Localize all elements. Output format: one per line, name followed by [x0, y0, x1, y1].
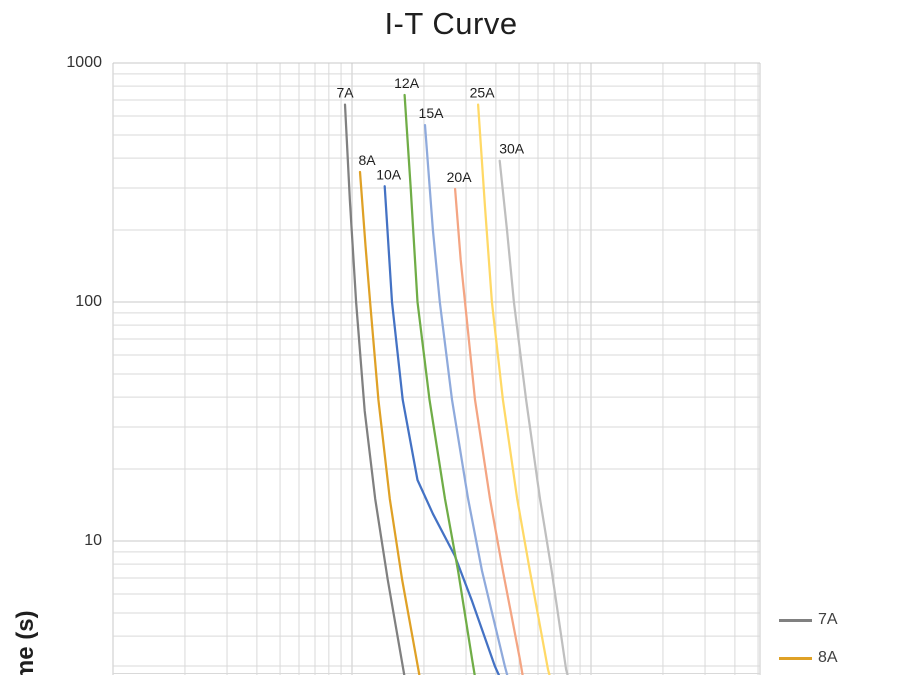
series-line-30a [498, 159, 569, 675]
y-tick-label-1000: 1000 [66, 54, 102, 71]
y-tick-label-100: 100 [75, 293, 102, 310]
legend-item-label: 8A [818, 649, 838, 666]
legend-item-label: 7A [818, 611, 838, 628]
series-label-20a: 20A [447, 169, 473, 185]
series-lines [343, 93, 569, 675]
legend-swatch-line [779, 618, 812, 622]
series-label-15a: 15A [419, 105, 445, 121]
series-label-12a: 12A [394, 75, 420, 91]
series-line-12a [403, 93, 476, 675]
series-line-15a [423, 123, 509, 675]
series-label-7a: 7A [336, 85, 354, 101]
series-label-10a: 10A [376, 166, 402, 182]
chart-title: I-T Curve [384, 6, 518, 41]
series-line-20a [453, 187, 524, 675]
series-line-10a [383, 185, 501, 675]
series-line-8a [358, 170, 421, 675]
series-line-7a [343, 103, 406, 675]
y-tick-label-10: 10 [84, 532, 102, 549]
legend-item-8a: 8A [779, 639, 899, 675]
series-label-25a: 25A [470, 85, 496, 101]
series-label-8a: 8A [358, 152, 376, 168]
legend-item-7a: 7A [779, 601, 899, 639]
series-label-30a: 30A [499, 141, 525, 157]
gridlines [112, 62, 761, 675]
legend: 7A 8A [779, 601, 899, 675]
legend-swatch-line [779, 656, 812, 660]
series-line-25a [476, 103, 551, 675]
